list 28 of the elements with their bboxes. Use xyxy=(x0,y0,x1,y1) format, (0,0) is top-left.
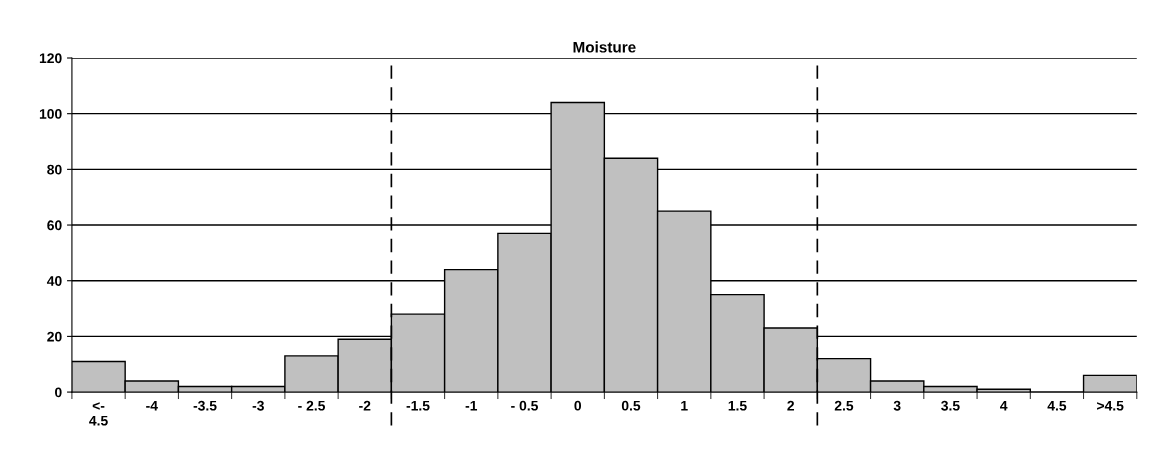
x-tick-label: <- 4.5 xyxy=(89,402,108,426)
x-tick-label: 3.5 xyxy=(941,400,960,411)
y-tick-label: 120 xyxy=(39,53,62,64)
x-tick-label: 4 xyxy=(1000,400,1008,411)
chart-title: Moisture xyxy=(573,41,636,53)
y-tick-label: 100 xyxy=(39,109,62,119)
x-tick-label: 2 xyxy=(787,400,795,411)
y-tick-label: 40 xyxy=(46,276,62,286)
x-tick-label: -3 xyxy=(252,400,264,411)
x-tick-label: -1.5 xyxy=(406,400,430,411)
x-tick-label: 0 xyxy=(574,400,582,411)
x-tick-label: 1.5 xyxy=(728,400,747,411)
x-tick-label: 2.5 xyxy=(834,400,854,411)
x-tick-label: -3.5 xyxy=(193,400,217,411)
x-tick-label: -2 xyxy=(359,400,371,411)
y-tick-label: 60 xyxy=(47,220,62,231)
x-tick-label: 4.5 xyxy=(1047,400,1067,411)
x-tick-label: 3 xyxy=(893,400,901,411)
x-tick-label: 0.5 xyxy=(621,400,641,411)
x-tick-label: 1 xyxy=(681,400,688,411)
x-tick-label: -1 xyxy=(465,400,478,411)
x-tick-label: - 0.5 xyxy=(511,400,538,411)
x-tick-label: -4 xyxy=(146,400,158,411)
y-tick-label: 0 xyxy=(55,387,62,398)
x-tick-label: >4.5 xyxy=(1097,400,1124,411)
y-tick-label: 20 xyxy=(47,331,62,342)
x-tick-label: - 2.5 xyxy=(298,400,326,411)
y-tick-label: 80 xyxy=(47,164,62,175)
